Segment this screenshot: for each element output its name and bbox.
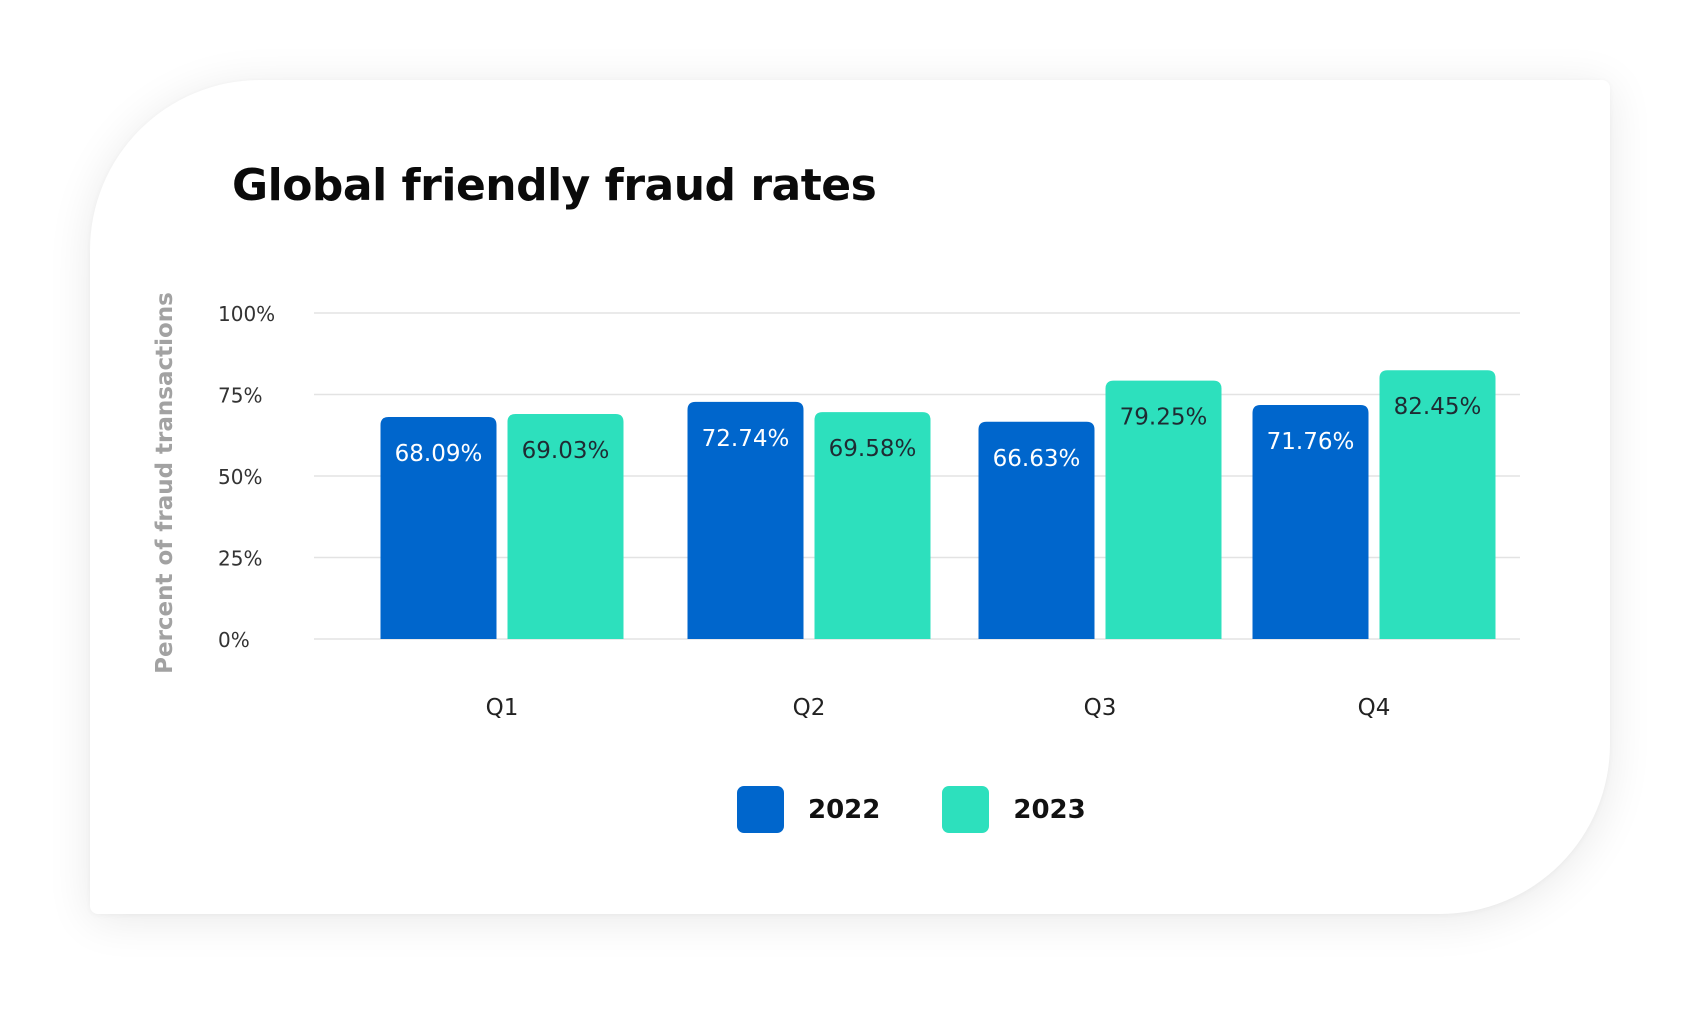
x-tick-label: Q2 [793, 695, 826, 721]
data-label: 66.63% [993, 446, 1081, 472]
bar-2022-q4 [1252, 405, 1369, 639]
bar-2023-q1 [507, 413, 624, 639]
bar-2023-q2 [814, 412, 931, 639]
legend: 2022 2023 [737, 786, 1148, 833]
bar-2022-q2 [687, 401, 804, 639]
data-label: 72.74% [702, 426, 790, 452]
x-tick-label: Q3 [1084, 695, 1117, 721]
y-tick-label: 100% [218, 302, 275, 326]
data-label: 82.45% [1394, 394, 1482, 420]
chart-title: Global friendly fraud rates [232, 160, 877, 211]
data-label: 79.25% [1120, 405, 1208, 431]
bar-2022-q1 [380, 417, 497, 639]
bar-2023-q3 [1105, 380, 1222, 639]
legend-swatch-2022 [737, 786, 784, 833]
x-tick-label: Q1 [486, 695, 519, 721]
data-label: 69.03% [522, 438, 610, 464]
y-tick-label: 25% [218, 547, 262, 571]
legend-item-2023: 2023 [942, 786, 1086, 833]
data-label: 68.09% [395, 441, 483, 467]
y-tick-label: 0% [218, 628, 250, 652]
legend-swatch-2023 [942, 786, 990, 833]
bar-2022-q3 [978, 421, 1095, 639]
data-label: 71.76% [1267, 429, 1355, 455]
x-tick-label: Q4 [1358, 695, 1391, 721]
data-label: 69.58% [829, 436, 917, 462]
legend-item-2022: 2022 [737, 786, 880, 833]
bar-2023-q4 [1379, 370, 1496, 639]
y-tick-label: 50% [218, 465, 262, 489]
y-tick-label: 75% [218, 384, 262, 408]
legend-label-2023: 2023 [1013, 794, 1086, 825]
legend-label-2022: 2022 [808, 794, 881, 825]
